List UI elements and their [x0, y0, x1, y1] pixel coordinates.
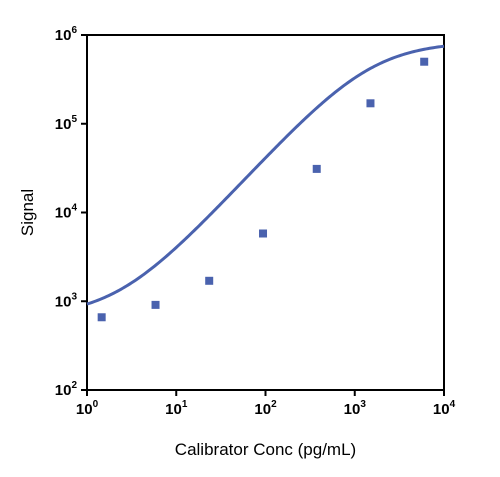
data-points — [97, 57, 429, 322]
y-axis-ticks: 102 103 104 105 106 — [55, 25, 87, 399]
fit-curve — [86, 44, 445, 306]
x-tick-label: 101 — [165, 399, 188, 418]
x-axis-title: Calibrator Conc (pg/mL) — [175, 440, 356, 459]
data-point — [259, 229, 268, 238]
data-point — [366, 99, 375, 108]
data-point — [97, 313, 106, 322]
data-point — [420, 57, 429, 66]
y-tick-label: 105 — [55, 114, 78, 133]
y-tick-label: 104 — [55, 203, 78, 222]
axes — [86, 34, 445, 391]
x-axis-ticks: 100 101 102 103 104 — [76, 390, 456, 418]
data-point — [205, 276, 214, 285]
x-tick-label: 103 — [344, 399, 367, 418]
x-tick-label: 100 — [76, 399, 99, 418]
x-tick-label: 104 — [433, 399, 456, 418]
data-point — [151, 300, 160, 309]
y-tick-label: 106 — [55, 25, 78, 44]
y-axis-title: Signal — [18, 189, 37, 236]
data-point — [312, 164, 321, 173]
y-tick-label: 103 — [55, 291, 78, 310]
y-tick-label: 102 — [55, 380, 78, 399]
plot-frame — [86, 34, 445, 391]
x-tick-label: 102 — [254, 399, 277, 418]
